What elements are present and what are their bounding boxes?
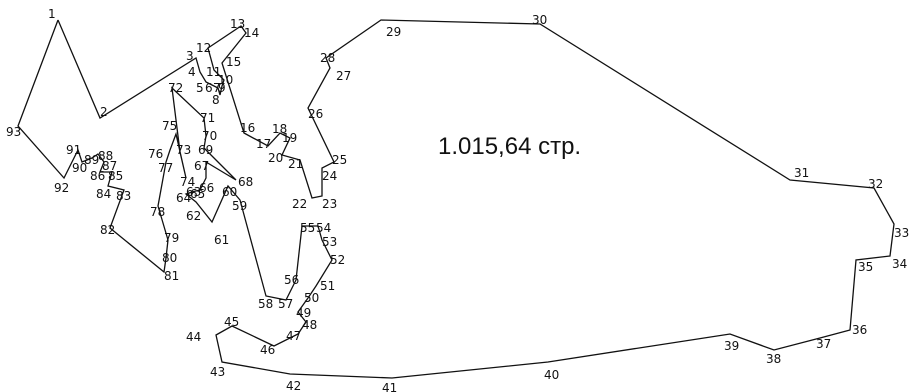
- node-label-68: 68: [238, 175, 253, 189]
- tour-path: [17, 19, 895, 379]
- node-label-75: 75: [162, 119, 177, 133]
- node-label-49: 49: [296, 306, 311, 320]
- node-label-76: 76: [148, 147, 163, 161]
- node-label-55: 55: [300, 221, 315, 235]
- node-label-14: 14: [244, 26, 259, 40]
- node-label-64: 64: [176, 191, 191, 205]
- node-label-46: 46: [260, 343, 275, 357]
- node-label-44: 44: [186, 330, 201, 344]
- node-label-66: 66: [199, 181, 214, 195]
- node-label-5: 5: [196, 81, 204, 95]
- node-label-30: 30: [532, 13, 547, 27]
- node-label-84: 84: [96, 187, 111, 201]
- node-label-15: 15: [226, 55, 241, 69]
- node-label-42: 42: [286, 379, 301, 392]
- node-label-33: 33: [894, 226, 909, 240]
- node-label-6: 6: [205, 81, 213, 95]
- node-label-19: 19: [282, 131, 297, 145]
- node-label-2: 2: [100, 105, 108, 119]
- node-label-81: 81: [164, 269, 179, 283]
- node-label-70: 70: [202, 129, 217, 143]
- node-label-8: 8: [212, 93, 220, 107]
- node-label-35: 35: [858, 260, 873, 274]
- node-label-40: 40: [544, 368, 559, 382]
- node-label-73: 73: [176, 143, 191, 157]
- node-label-78: 78: [150, 205, 165, 219]
- node-label-18: 18: [272, 122, 287, 136]
- node-label-9: 9: [218, 81, 226, 95]
- node-label-62: 62: [186, 209, 201, 223]
- node-label-41: 41: [382, 381, 397, 392]
- node-label-27: 27: [336, 69, 351, 83]
- node-label-12: 12: [196, 41, 211, 55]
- node-label-22: 22: [292, 197, 307, 211]
- node-label-23: 23: [322, 197, 337, 211]
- node-label-31: 31: [794, 166, 809, 180]
- node-label-58: 58: [258, 297, 273, 311]
- node-label-52: 52: [330, 253, 345, 267]
- node-label-43: 43: [210, 365, 225, 379]
- node-label-69: 69: [198, 143, 213, 157]
- node-label-72: 72: [168, 81, 183, 95]
- node-label-24: 24: [322, 169, 337, 183]
- node-label-20: 20: [268, 151, 283, 165]
- node-label-61: 61: [214, 233, 229, 247]
- node-label-90: 90: [72, 161, 87, 175]
- node-label-85: 85: [108, 169, 123, 183]
- node-label-50: 50: [304, 291, 319, 305]
- node-label-39: 39: [724, 339, 739, 353]
- node-label-11: 11: [206, 65, 221, 79]
- node-label-79: 79: [164, 231, 179, 245]
- node-label-37: 37: [816, 337, 831, 351]
- node-label-21: 21: [288, 157, 303, 171]
- node-label-10: 10: [218, 73, 233, 87]
- node-label-93: 93: [6, 125, 21, 139]
- node-label-36: 36: [852, 323, 867, 337]
- node-label-80: 80: [162, 251, 177, 265]
- node-label-77: 77: [158, 161, 173, 175]
- tour-length-label: 1.015,64 стр.: [438, 133, 581, 160]
- node-label-53: 53: [322, 235, 337, 249]
- node-label-26: 26: [308, 107, 323, 121]
- node-label-56: 56: [284, 273, 299, 287]
- node-label-47: 47: [286, 329, 301, 343]
- node-label-82: 82: [100, 223, 115, 237]
- node-label-25: 25: [332, 153, 347, 167]
- node-label-87: 87: [102, 159, 117, 173]
- node-label-88: 88: [98, 149, 113, 163]
- node-label-59: 59: [232, 199, 247, 213]
- node-label-54: 54: [316, 221, 331, 235]
- node-label-67: 67: [194, 159, 209, 173]
- node-label-4: 4: [188, 65, 196, 79]
- node-label-7: 7: [213, 81, 221, 95]
- node-label-1: 1: [48, 7, 56, 21]
- node-label-13: 13: [230, 17, 245, 31]
- node-label-32: 32: [868, 177, 883, 191]
- node-label-29: 29: [386, 25, 401, 39]
- node-label-60: 60: [222, 185, 237, 199]
- node-label-48: 48: [302, 318, 317, 332]
- node-label-16: 16: [240, 121, 255, 135]
- node-label-45: 45: [224, 315, 239, 329]
- node-label-92: 92: [54, 181, 69, 195]
- node-label-91: 91: [66, 143, 81, 157]
- node-label-51: 51: [320, 279, 335, 293]
- node-label-74: 74: [180, 175, 195, 189]
- node-label-89: 89: [84, 153, 99, 167]
- node-label-86: 86: [90, 169, 105, 183]
- node-label-71: 71: [200, 111, 215, 125]
- node-label-65: 65: [190, 187, 205, 201]
- node-label-34: 34: [892, 257, 907, 271]
- node-label-63: 63: [186, 185, 201, 199]
- node-label-3: 3: [186, 49, 194, 63]
- node-label-57: 57: [278, 297, 293, 311]
- node-label-83: 83: [116, 189, 131, 203]
- node-label-28: 28: [320, 51, 335, 65]
- node-label-38: 38: [766, 352, 781, 366]
- node-label-17: 17: [256, 137, 271, 151]
